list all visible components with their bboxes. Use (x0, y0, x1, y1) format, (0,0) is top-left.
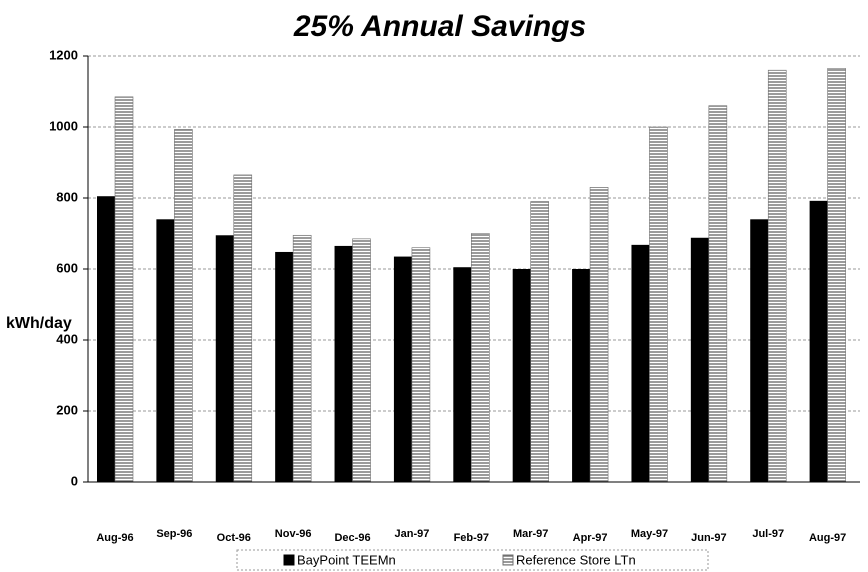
bar (589, 187, 609, 483)
legend-label: BayPoint TEEMn (297, 552, 396, 567)
chart-title: 25% Annual Savings (293, 10, 586, 43)
legend-box (236, 549, 709, 571)
bar (471, 233, 490, 483)
y-tick-label: 0 (71, 473, 78, 488)
x-tick-label: Feb-97 (454, 532, 489, 544)
bar (275, 251, 294, 482)
x-tick-label: May-97 (631, 528, 668, 540)
y-tick-label: 1000 (49, 118, 78, 133)
x-tick-label: Dec-96 (334, 532, 370, 544)
x-tick-label: Aug-96 (96, 532, 133, 544)
y-tick-label: 800 (56, 189, 78, 204)
bar (809, 200, 828, 482)
legend-label: Reference Store LTn (516, 552, 636, 567)
legend-swatch (283, 554, 295, 566)
y-tick-label: 400 (56, 331, 78, 346)
x-tick-label: Aug-97 (809, 532, 846, 544)
x-tick-label: Mar-97 (513, 528, 548, 540)
bar (334, 245, 353, 482)
bar (767, 69, 787, 483)
y-tick-label: 200 (56, 402, 78, 417)
y-tick-label: 1200 (49, 47, 78, 62)
bar (411, 247, 431, 483)
x-tick-label: Jan-97 (394, 528, 429, 540)
bar (215, 235, 234, 482)
bar (352, 238, 371, 483)
bar (233, 174, 253, 483)
x-tick-label: Sep-96 (156, 528, 192, 540)
bar (512, 269, 531, 482)
y-axis-label: kWh/day (6, 315, 72, 332)
bar (393, 256, 412, 482)
bar (750, 219, 769, 483)
y-tick-label: 600 (56, 260, 78, 275)
bar (174, 129, 193, 483)
bar (97, 196, 115, 482)
x-tick-label: Apr-97 (573, 532, 608, 544)
bar (530, 201, 549, 483)
bar (572, 269, 591, 482)
bar (292, 234, 312, 483)
bar (453, 267, 472, 482)
x-tick-label: Oct-96 (217, 532, 251, 544)
bar (690, 237, 709, 482)
bar (708, 105, 728, 483)
bar (631, 244, 650, 482)
bar (649, 126, 668, 483)
x-tick-label: Jul-97 (752, 528, 784, 540)
legend-swatch (502, 554, 514, 566)
x-tick-label: Jun-97 (691, 532, 726, 544)
x-tick-label: Nov-96 (275, 528, 312, 540)
bar (114, 96, 134, 483)
bar (156, 219, 175, 483)
bar (827, 68, 846, 483)
